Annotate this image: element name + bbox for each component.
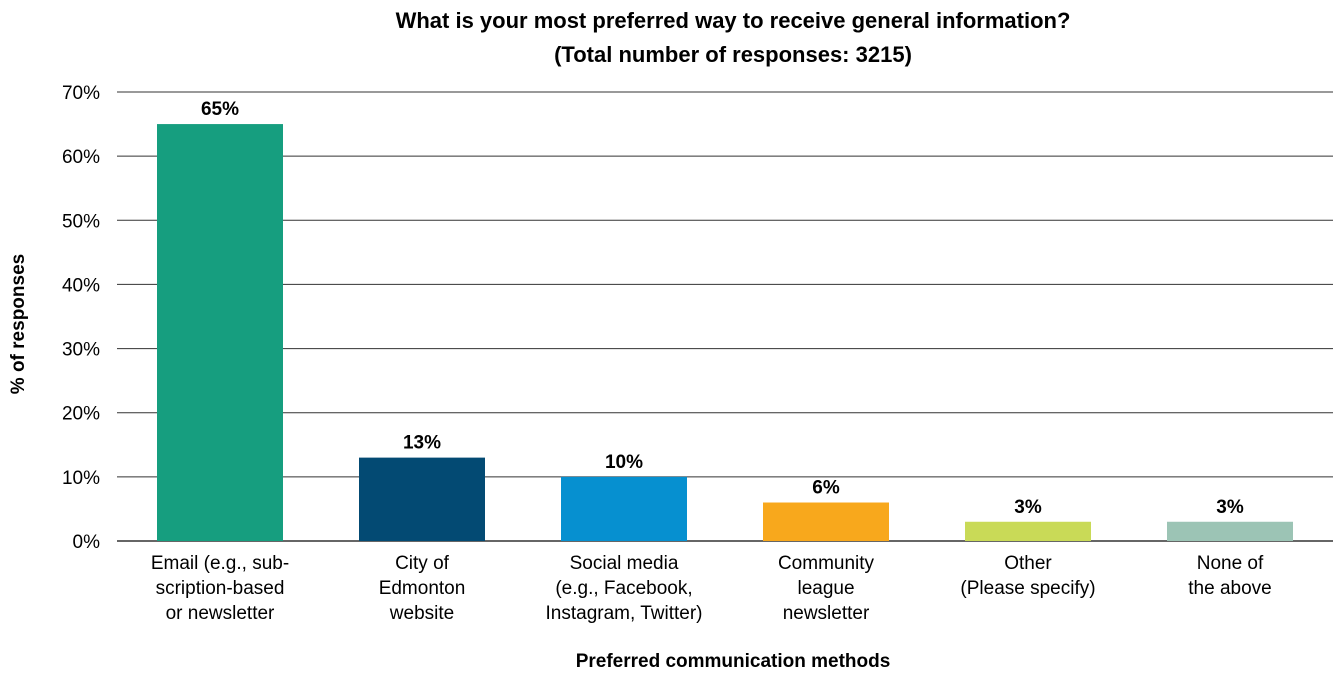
y-tick-label: 70% bbox=[62, 83, 100, 104]
x-category-label: None of bbox=[1197, 553, 1264, 574]
bar-value-label: 13% bbox=[403, 433, 441, 454]
bar bbox=[359, 458, 485, 541]
x-category-label: newsletter bbox=[783, 603, 870, 624]
x-category-label: Community bbox=[778, 553, 875, 574]
y-tick-label: 40% bbox=[62, 275, 100, 296]
x-category-label: website bbox=[389, 603, 454, 624]
y-tick-label: 0% bbox=[73, 532, 101, 553]
x-axis-title: Preferred communication methods bbox=[576, 651, 891, 672]
x-category-label: or newsletter bbox=[166, 603, 275, 624]
x-category-label: (e.g., Facebook, bbox=[555, 578, 692, 599]
chart-title-line: (Total number of responses: 3215) bbox=[554, 42, 912, 67]
y-tick-label: 10% bbox=[62, 468, 100, 489]
x-category-label: scription-based bbox=[156, 578, 285, 599]
bar-value-label: 3% bbox=[1216, 497, 1244, 518]
bar-value-label: 65% bbox=[201, 99, 239, 120]
bar-value-label: 3% bbox=[1014, 497, 1042, 518]
chart-title-line: What is your most preferred way to recei… bbox=[396, 8, 1071, 33]
chart-title: What is your most preferred way to recei… bbox=[396, 8, 1071, 67]
y-tick-label: 60% bbox=[62, 147, 100, 168]
y-axis-ticks: 0% 10% 20% 30% 40% 50% 60% 70% bbox=[62, 83, 100, 553]
x-category-label: Edmonton bbox=[379, 578, 466, 599]
x-axis-categories: Email (e.g., sub-scription-based or newsl… bbox=[151, 553, 1272, 624]
y-tick-label: 50% bbox=[62, 211, 100, 232]
x-category-label: Other bbox=[1004, 553, 1052, 574]
y-axis-title: % of responses bbox=[8, 254, 29, 394]
bar bbox=[965, 522, 1091, 541]
bar bbox=[1167, 522, 1293, 541]
bar bbox=[157, 124, 283, 541]
bar bbox=[561, 477, 687, 541]
x-category-label: Email (e.g., sub- bbox=[151, 553, 289, 574]
x-category-label: league bbox=[797, 578, 854, 599]
bar bbox=[763, 503, 889, 541]
gridlines bbox=[117, 92, 1333, 541]
x-category-label: Instagram, Twitter) bbox=[546, 603, 703, 624]
y-tick-label: 20% bbox=[62, 404, 100, 425]
x-category-label: (Please specify) bbox=[960, 578, 1095, 599]
x-category-label: City of bbox=[395, 553, 450, 574]
y-tick-label: 30% bbox=[62, 340, 100, 361]
bar-value-label: 10% bbox=[605, 452, 643, 473]
bar-value-label: 6% bbox=[812, 478, 840, 499]
x-category-label: Social media bbox=[570, 553, 679, 574]
bars: 65% 13% 10% 6% 3% 3% bbox=[157, 99, 1293, 541]
x-category-label: the above bbox=[1188, 578, 1271, 599]
